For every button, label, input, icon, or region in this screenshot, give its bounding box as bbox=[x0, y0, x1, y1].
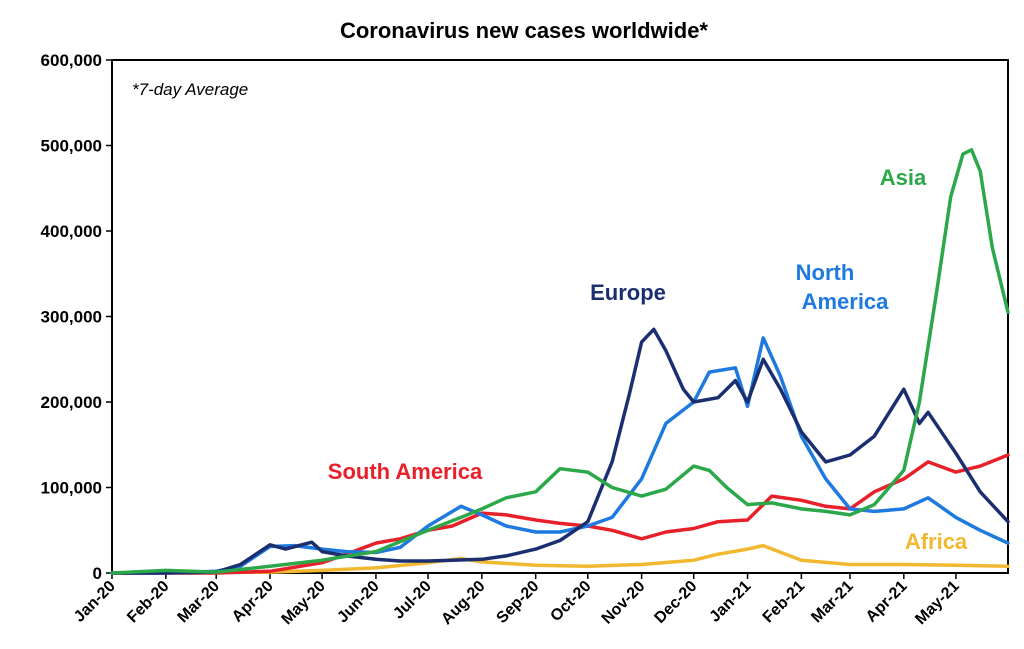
x-tick-label: Jul-20 bbox=[390, 578, 435, 623]
series-line-europe bbox=[110, 327, 1010, 575]
x-tick-label: Apr-20 bbox=[229, 578, 277, 626]
x-tick-label: Jan-20 bbox=[71, 578, 119, 626]
y-tick-label: 0 bbox=[93, 564, 102, 583]
chart-note: *7-day Average bbox=[132, 80, 248, 99]
y-tick-label: 100,000 bbox=[41, 479, 102, 498]
x-tick-label: Oct-20 bbox=[547, 578, 594, 625]
y-tick-label: 200,000 bbox=[41, 393, 102, 412]
x-tick-label: Jun-20 bbox=[334, 578, 383, 627]
y-tick-label: 300,000 bbox=[41, 308, 102, 327]
series-label-line: North bbox=[796, 260, 855, 285]
x-tick-label: Feb-20 bbox=[124, 578, 173, 627]
series-lines bbox=[110, 148, 1010, 575]
x-tick-label: Sep-20 bbox=[493, 578, 542, 627]
series-label-line: America bbox=[802, 289, 890, 314]
x-tick-label: Mar-21 bbox=[808, 578, 857, 627]
y-tick-label: 600,000 bbox=[41, 51, 102, 70]
x-tick-label: Nov-20 bbox=[599, 578, 649, 628]
series-labels: Asia Europe North America South America Afric… bbox=[328, 165, 968, 554]
x-tick-label: Aug-20 bbox=[438, 578, 488, 628]
plot-frame bbox=[111, 59, 1009, 574]
x-tick-label: May-21 bbox=[912, 578, 962, 628]
series-label-europe: Europe bbox=[590, 280, 666, 305]
chart-title: Coronavirus new cases worldwide* bbox=[340, 18, 708, 43]
series-label-north-america: North America bbox=[796, 260, 890, 314]
x-tick-label: May-20 bbox=[279, 578, 329, 628]
x-tick-label: Feb-21 bbox=[760, 578, 809, 627]
series-line-africa bbox=[110, 543, 1010, 575]
axes: 0 100,000 200,000 300,000 400,000 500,000 600,… bbox=[41, 51, 1009, 628]
series-line-north-america bbox=[110, 336, 1010, 575]
y-tick-label: 400,000 bbox=[41, 222, 102, 241]
series-label-africa: Africa bbox=[905, 529, 968, 554]
x-tick-label: Mar-20 bbox=[175, 578, 224, 627]
x-tick-label: Jan-21 bbox=[706, 578, 754, 626]
x-tick-label: Apr-21 bbox=[863, 578, 911, 626]
y-tick-label: 500,000 bbox=[41, 137, 102, 156]
series-label-south-america: South America bbox=[328, 459, 483, 484]
series-line-asia bbox=[110, 148, 1010, 575]
series-line-south-america bbox=[110, 453, 1010, 575]
series-label-asia: Asia bbox=[880, 165, 927, 190]
x-tick-label: Dec-20 bbox=[651, 578, 700, 627]
